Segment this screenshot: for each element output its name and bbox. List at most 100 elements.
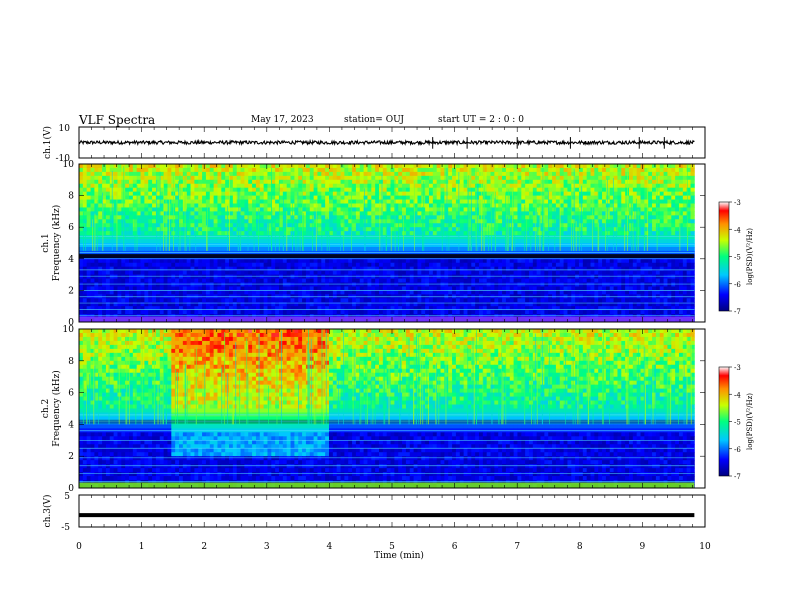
spectrogram-cell xyxy=(155,171,161,177)
spectrogram-cell xyxy=(428,191,434,196)
spectrogram-cell xyxy=(332,223,338,228)
spectrogram-cell xyxy=(371,278,376,283)
spectrogram-cell xyxy=(86,203,91,208)
spectrogram-cell xyxy=(244,278,249,283)
spectrogram-cell xyxy=(617,183,622,189)
spectrogram-cell xyxy=(240,187,245,193)
spectrogram-cell xyxy=(117,262,122,268)
spectrogram-cell xyxy=(678,179,684,185)
spectrogram-cell xyxy=(425,191,430,196)
spectrogram-cell xyxy=(386,282,391,287)
spectrogram-cell xyxy=(232,195,238,200)
spectrogram-cell xyxy=(344,187,349,193)
spectrogram-cell xyxy=(198,250,203,256)
spectrogram-cell xyxy=(659,175,664,181)
spectrogram-cell xyxy=(436,175,441,181)
spectrogram-cell xyxy=(305,227,311,232)
spectrogram-cell xyxy=(302,258,307,264)
spectrogram-cell xyxy=(144,258,149,264)
spectrogram-cell xyxy=(605,235,611,240)
spectrogram-cell xyxy=(659,167,664,173)
spectrogram-cell xyxy=(186,258,191,264)
spectrogram-cell xyxy=(332,239,338,244)
spectrogram-cell xyxy=(628,191,634,196)
spectrogram-cell xyxy=(552,215,557,220)
spectrogram-cell xyxy=(505,258,511,264)
spectrogram-cell xyxy=(159,164,165,169)
spectrogram-cell xyxy=(148,227,153,232)
spectrogram-cell xyxy=(248,278,253,283)
spectrogram-cell xyxy=(598,171,603,177)
spectrogram-cell xyxy=(129,282,134,287)
spectrogram-cell xyxy=(82,199,88,204)
spectrogram-cell xyxy=(325,199,330,204)
spectrogram-cell xyxy=(455,187,461,193)
spectrogram-cell xyxy=(655,270,661,275)
spectrogram-cell xyxy=(405,227,411,232)
spectrogram-cell xyxy=(148,250,153,256)
spectrogram-cell xyxy=(294,215,299,220)
spectrogram-cell xyxy=(594,207,599,212)
spectrogram-cell xyxy=(313,171,318,177)
spectrogram-cell xyxy=(536,187,541,193)
spectrogram-cell xyxy=(309,243,315,248)
spectrogram-cell xyxy=(336,239,341,244)
spectrogram-cell xyxy=(367,219,372,224)
spectrogram-cell xyxy=(494,270,499,275)
spectrogram-cell xyxy=(144,167,149,173)
spectrogram-cell xyxy=(340,179,345,185)
spectrogram-cell xyxy=(548,215,553,220)
spectrogram-cell xyxy=(248,219,253,224)
spectrogram-cell xyxy=(255,203,261,208)
spectrogram-cell xyxy=(271,266,276,272)
spectrogram-cell xyxy=(463,167,468,173)
spectrogram-cell xyxy=(663,227,668,232)
spectrogram-cell xyxy=(455,199,461,204)
spectrogram-cell xyxy=(129,199,134,204)
spectrogram-cell xyxy=(652,223,657,228)
spectrogram-cell xyxy=(86,274,91,279)
spectrogram-cell xyxy=(305,270,311,275)
spectrogram-cell xyxy=(175,270,180,275)
spectrogram-cell xyxy=(471,171,476,177)
spectrogram-cell xyxy=(221,239,226,244)
spectrogram-cell xyxy=(602,266,607,272)
spectrogram-cell xyxy=(655,164,661,169)
spectrogram-cell xyxy=(175,167,180,173)
spectrogram-cell xyxy=(467,215,472,220)
spectrogram-cell xyxy=(555,223,561,228)
spectrogram-cell xyxy=(621,179,626,185)
spectrogram-cell xyxy=(502,207,507,212)
spectrogram-cell xyxy=(444,187,449,193)
spectrogram-cell xyxy=(313,199,318,204)
spectrogram-cell xyxy=(332,274,338,279)
spectrogram-cell xyxy=(517,239,522,244)
spectrogram-cell xyxy=(482,246,488,252)
spectrogram-cell xyxy=(152,235,157,240)
spectrogram-cell xyxy=(636,191,641,196)
spectrogram-cell xyxy=(179,223,184,228)
spectrogram-cell xyxy=(390,278,395,283)
spectrogram-cell xyxy=(240,270,245,275)
spectrogram-cell xyxy=(613,235,618,240)
spectrogram-cell xyxy=(198,231,203,236)
spectrogram-cell xyxy=(409,187,414,193)
spectrogram-cell xyxy=(313,167,318,173)
spectrogram-cell xyxy=(352,199,357,204)
spectrogram-cell xyxy=(517,203,522,208)
spectrogram-cell xyxy=(113,164,118,169)
spectrogram-cell xyxy=(559,274,564,279)
spectrogram-cell xyxy=(371,266,376,272)
spectrogram-cell xyxy=(205,183,211,189)
spectrogram-cell xyxy=(263,262,268,268)
spectrogram-cell xyxy=(175,278,180,283)
spectrogram-cell xyxy=(152,231,157,236)
spectrogram-cell xyxy=(102,227,107,232)
spectrogram-cell xyxy=(105,179,111,185)
spectrogram-cell xyxy=(613,262,618,268)
spectrogram-cell xyxy=(82,219,88,224)
spectrogram-cell xyxy=(555,219,561,224)
spectrogram-cell xyxy=(536,183,541,189)
spectrogram-cell xyxy=(682,203,688,208)
spectrogram-cell xyxy=(186,195,191,200)
